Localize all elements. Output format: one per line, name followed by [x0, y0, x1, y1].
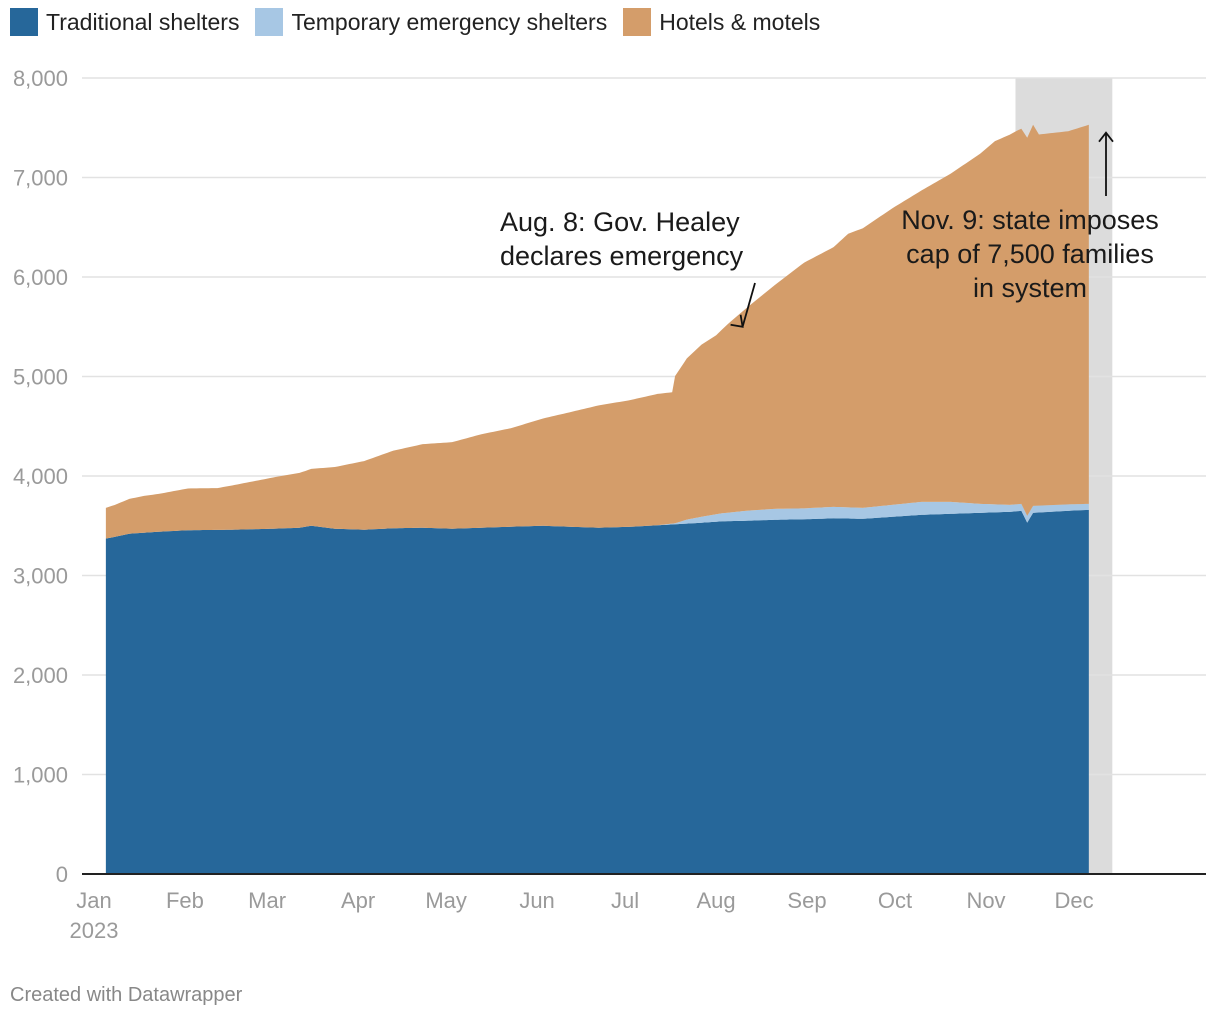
x-tick-year: 2023 — [70, 918, 119, 943]
annotation-nov9-line: cap of 7,500 families — [906, 239, 1154, 269]
annotation-aug8-arrowhead — [730, 314, 744, 328]
annotation-nov9-text: Nov. 9: state imposes cap of 7,500 famili… — [901, 205, 1159, 303]
x-tick-label: Dec — [1054, 888, 1093, 913]
annotation-aug8-line: Aug. 8: Gov. Healey — [500, 207, 740, 237]
legend-label-traditional: Traditional shelters — [46, 8, 240, 35]
legend-item-hotels: Hotels & motels — [623, 8, 820, 36]
area-hotels-motels — [105, 124, 1089, 539]
annotation-aug8-line: declares emergency — [500, 241, 744, 271]
annotation-aug8-arrow — [741, 282, 756, 327]
y-tick-label: 6,000 — [13, 265, 68, 290]
y-tick-label: 0 — [56, 862, 68, 887]
legend-swatch-temporary — [255, 8, 284, 36]
legend-label-temporary: Temporary emergency shelters — [291, 8, 608, 35]
annotation-aug8-text: Aug. 8: Gov. Healey declares emergency — [500, 207, 744, 271]
x-tick-label: May — [425, 888, 467, 913]
legend-item-temporary: Temporary emergency shelters — [255, 8, 607, 36]
annotation-nov9-line: in system — [973, 273, 1087, 303]
x-tick-label: Apr — [341, 888, 375, 913]
credit-text: Created with Datawrapper — [10, 984, 243, 1006]
annotation-nov9-arrowhead — [1098, 131, 1114, 143]
area-temporary-emergency-shelters — [105, 501, 1089, 539]
y-tick-label: 4,000 — [13, 464, 68, 489]
area-traditional-shelters — [105, 509, 1089, 874]
y-tick-label: 5,000 — [13, 365, 68, 390]
x-tick-label: Jul — [611, 888, 639, 913]
legend: Traditional shelters Temporary emergency… — [10, 8, 836, 36]
legend-swatch-hotels — [623, 8, 652, 36]
annotation-nov9-line: Nov. 9: state imposes — [901, 205, 1159, 235]
legend-swatch-traditional — [10, 8, 38, 36]
y-tick-label: 1,000 — [13, 763, 68, 788]
y-tick-label: 7,000 — [13, 166, 68, 191]
x-tick-label: Nov — [966, 888, 1005, 913]
legend-item-traditional: Traditional shelters — [10, 8, 239, 36]
legend-label-hotels: Hotels & motels — [659, 8, 821, 35]
y-tick-label: 2,000 — [13, 663, 68, 688]
y-tick-label: 8,000 — [13, 66, 68, 91]
x-tick-label: Feb — [166, 888, 204, 913]
x-tick-label: Sep — [787, 888, 826, 913]
x-tick-label: Jun — [519, 888, 554, 913]
x-tick-label: Mar — [248, 888, 286, 913]
y-tick-label: 3,000 — [13, 564, 68, 589]
x-tick-label: Oct — [878, 888, 912, 913]
x-tick-label: Jan — [76, 888, 111, 913]
x-tick-label: Aug — [696, 888, 735, 913]
